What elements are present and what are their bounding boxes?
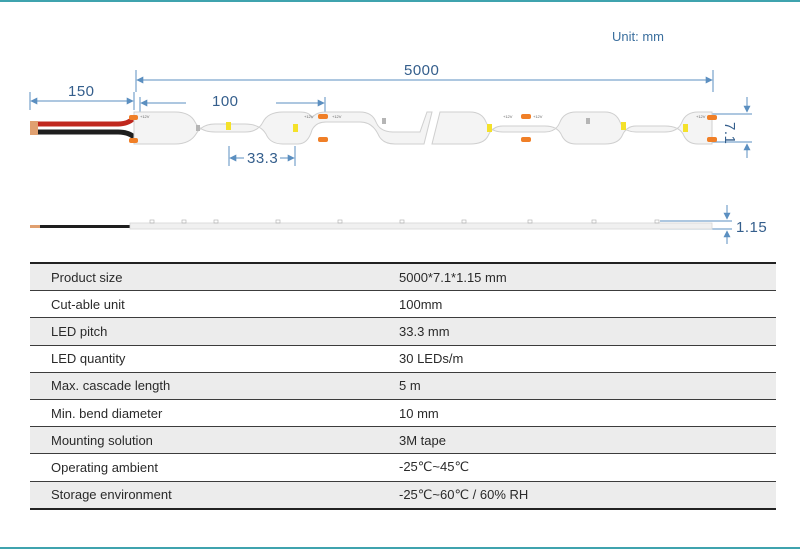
thickness-label: 1.15: [736, 219, 768, 236]
total-length-label: 5000: [404, 62, 440, 79]
table-row: Cut-able unit 100mm: [30, 290, 776, 319]
pad-label: +12V: [304, 114, 314, 119]
pad-label: +12V: [533, 114, 543, 119]
spec-label: Operating ambient: [30, 453, 399, 482]
pad-label: +12V: [696, 114, 706, 119]
lead-length-label: 150: [68, 83, 95, 100]
spec-table: Product size 5000*7.1*1.15 mm Cut-able u…: [30, 262, 776, 510]
pad-label: +12V: [140, 114, 150, 119]
spec-value: 5000*7.1*1.15 mm: [399, 263, 776, 292]
pad-label: +12V: [332, 114, 342, 119]
table-row: LED pitch 33.3 mm: [30, 317, 776, 346]
table-row: Min. bend diameter 10 mm: [30, 399, 776, 428]
spec-label: Max. cascade length: [30, 372, 399, 400]
spec-value: 30 LEDs/m: [399, 345, 776, 373]
spec-value: -25℃~45℃: [399, 453, 776, 482]
spec-value: -25℃~60℃ / 60% RH: [399, 481, 776, 509]
bottom-accent-line: [0, 547, 800, 549]
top-accent-line: [0, 0, 800, 2]
dimension-width: [712, 97, 752, 158]
lead-wires: [30, 116, 136, 139]
led-strip-side-view: [30, 219, 713, 230]
led-strip-drawing: +12V +12V +12V +12V +12V +12V: [29, 70, 752, 244]
table-row: Operating ambient -25℃~45℃: [30, 453, 776, 482]
spec-value: 3M tape: [399, 426, 776, 455]
width-label: 7.1: [721, 122, 738, 145]
led-strip-left-segment: +12V +12V +12V: [129, 111, 433, 145]
spec-label: LED pitch: [30, 317, 399, 346]
table-row: Max. cascade length 5 m: [30, 372, 776, 400]
spec-value: 5 m: [399, 372, 776, 400]
table-row: Product size 5000*7.1*1.15 mm: [30, 263, 776, 292]
cut-unit-label: 100: [212, 93, 239, 110]
spec-label: Product size: [30, 263, 399, 292]
spec-label: Storage environment: [30, 481, 399, 509]
table-row: LED quantity 30 LEDs/m: [30, 345, 776, 373]
dimension-cut-unit: [139, 97, 326, 112]
dimension-lead-length: [29, 92, 135, 110]
spec-value: 10 mm: [399, 399, 776, 428]
spec-label: Cut-able unit: [30, 290, 399, 319]
spec-value: 33.3 mm: [399, 317, 776, 346]
unit-label: Unit: mm: [612, 29, 664, 44]
spec-label: Mounting solution: [30, 426, 399, 455]
dimension-led-pitch: [228, 146, 296, 166]
spec-value: 100mm: [399, 290, 776, 319]
table-row: Mounting solution 3M tape: [30, 426, 776, 455]
dimension-total-length: [135, 70, 714, 92]
led-strip-right-segment: +12V +12V +12V: [431, 111, 717, 145]
spec-label: Min. bend diameter: [30, 399, 399, 428]
led-pitch-label: 33.3: [247, 150, 279, 167]
spec-label: LED quantity: [30, 345, 399, 373]
table-row: Storage environment -25℃~60℃ / 60% RH: [30, 481, 776, 509]
pad-label: +12V: [503, 114, 513, 119]
